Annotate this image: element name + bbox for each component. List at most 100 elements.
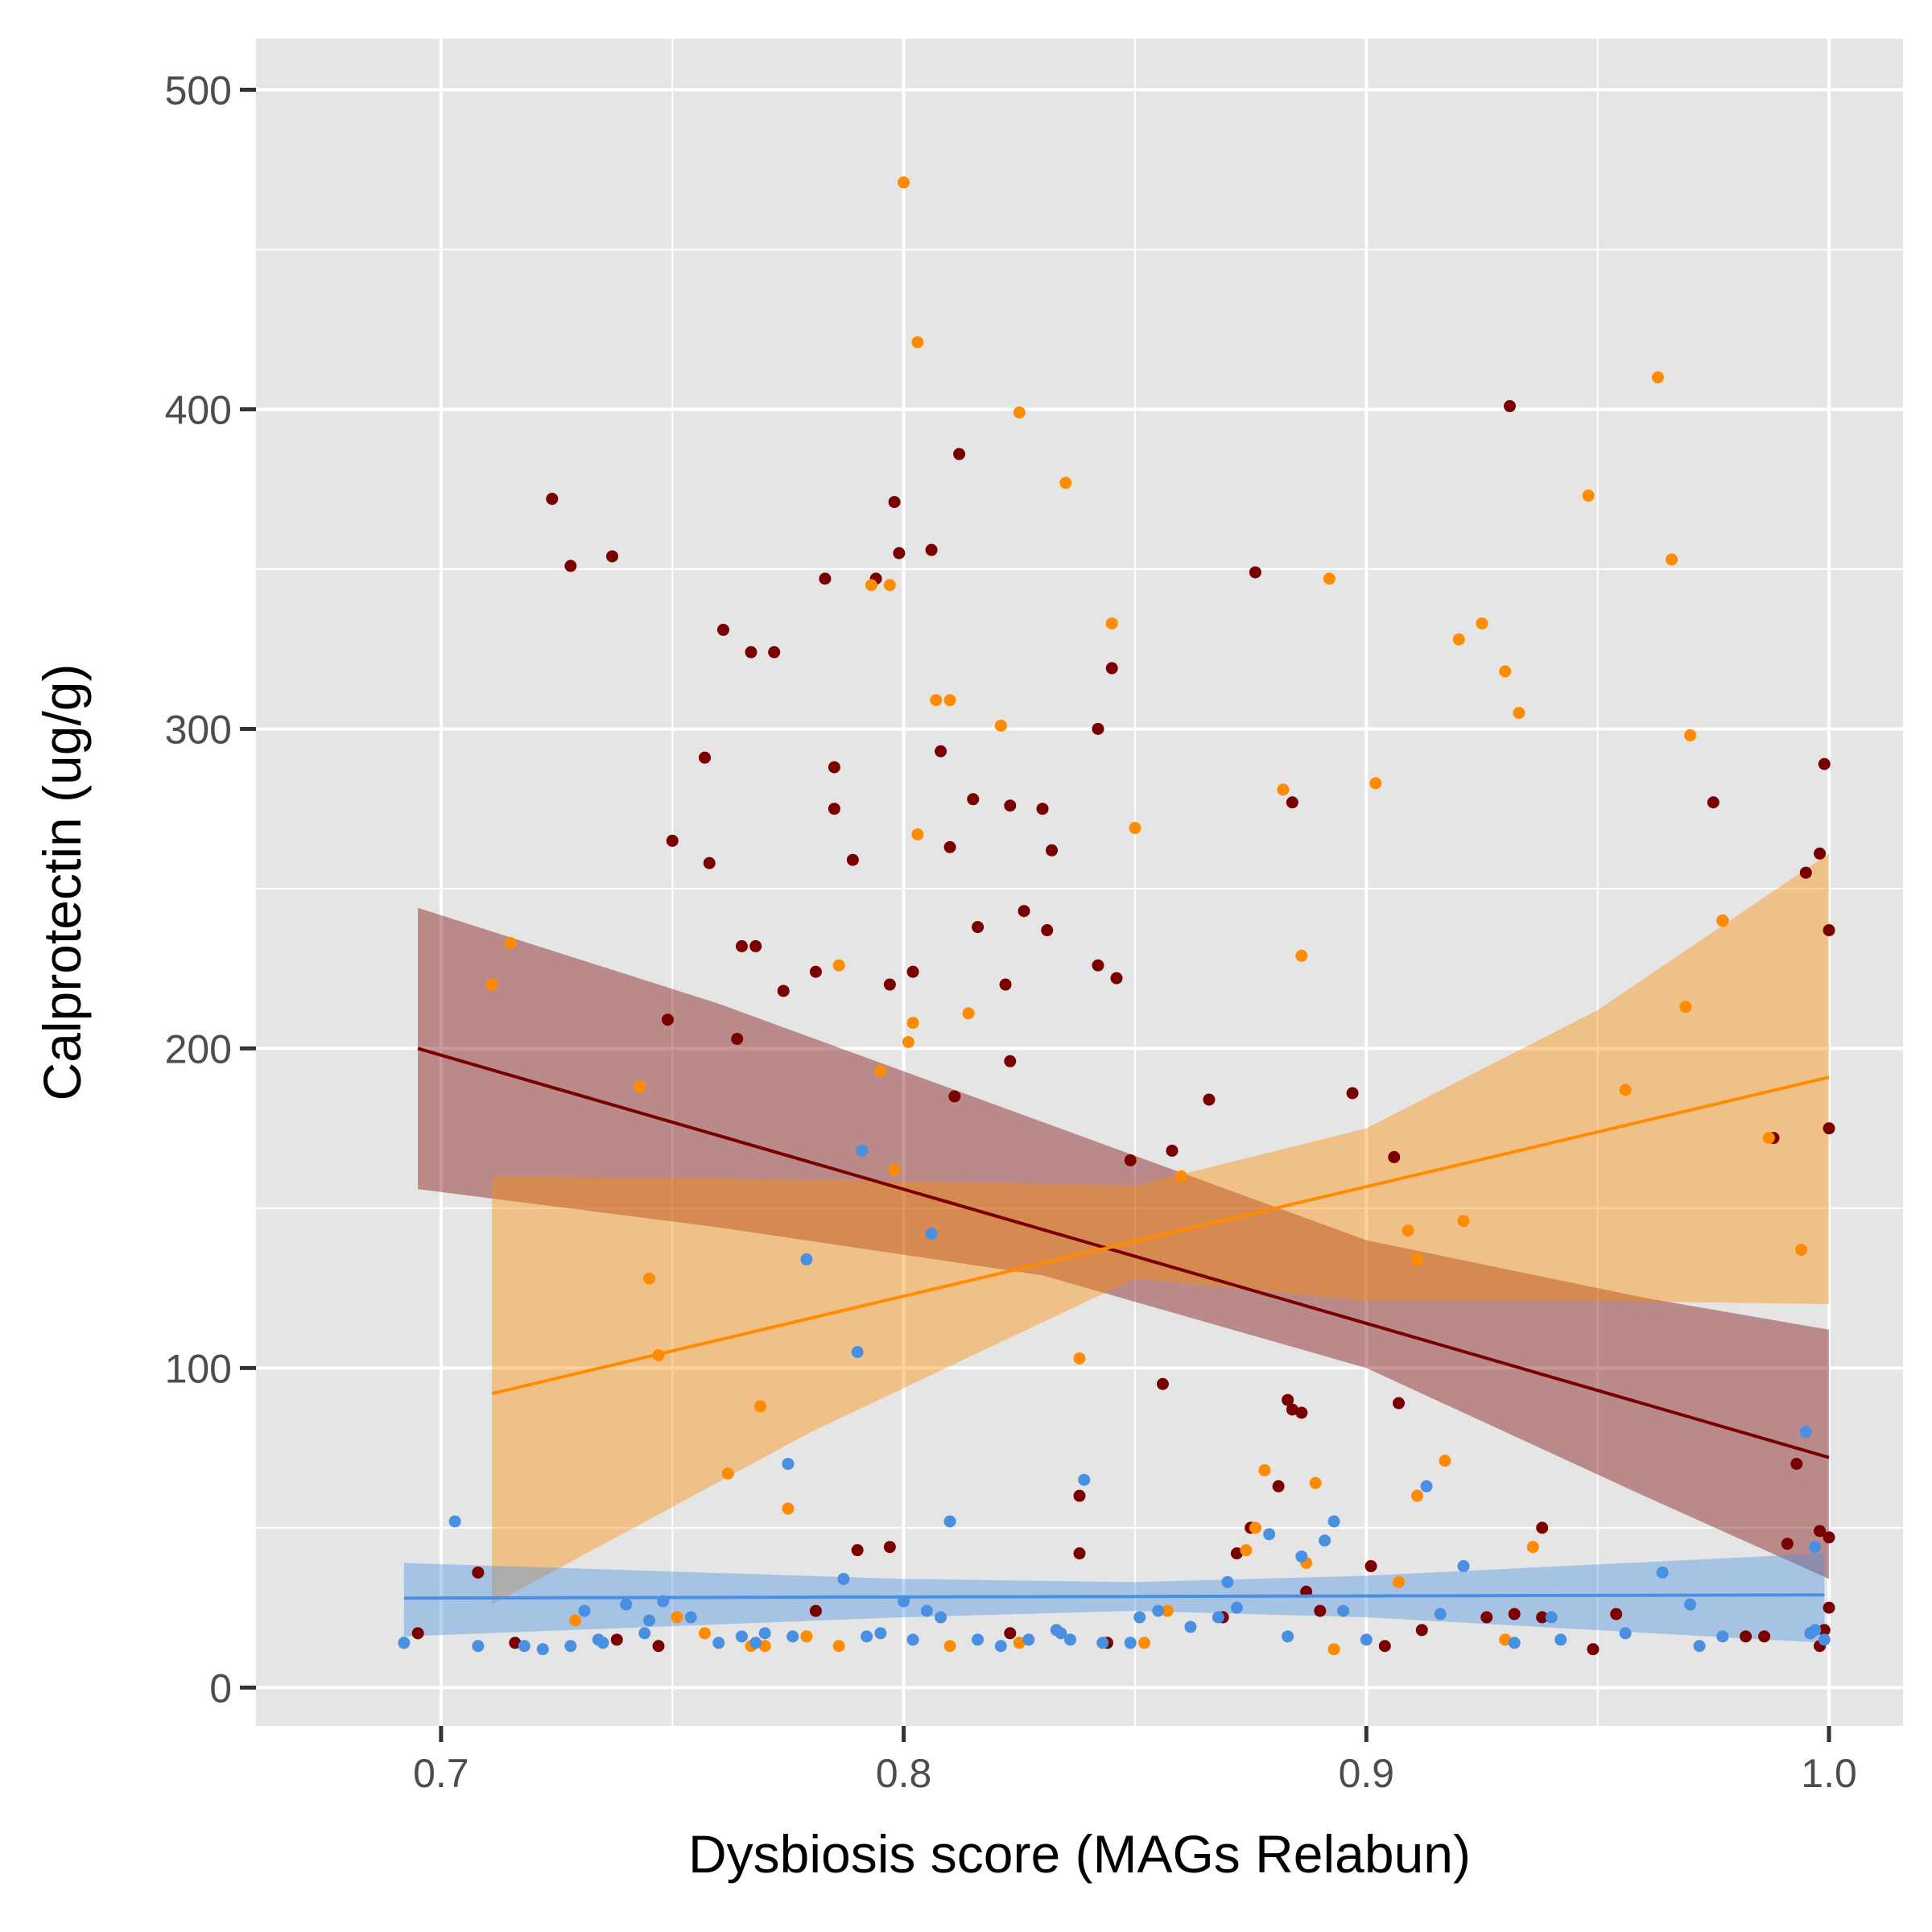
data-point xyxy=(703,857,716,869)
data-point xyxy=(953,448,966,460)
data-point xyxy=(1059,477,1072,489)
data-point xyxy=(1369,777,1382,790)
data-point xyxy=(1110,972,1123,985)
data-point xyxy=(1004,799,1017,812)
data-point xyxy=(999,978,1012,991)
data-point xyxy=(1823,924,1835,937)
data-point xyxy=(1799,866,1812,879)
data-point xyxy=(1327,1515,1340,1528)
data-point xyxy=(1360,1633,1373,1646)
data-point xyxy=(1263,1528,1276,1541)
data-point xyxy=(735,939,748,952)
data-point xyxy=(1457,1560,1470,1573)
data-point xyxy=(1508,1637,1521,1649)
data-point xyxy=(1295,949,1308,962)
data-point xyxy=(1282,1630,1294,1643)
data-point xyxy=(809,1604,822,1617)
data-point xyxy=(1337,1604,1350,1617)
data-point xyxy=(920,1604,933,1617)
regression-lines xyxy=(403,1046,1830,1600)
data-point xyxy=(606,550,619,563)
data-point xyxy=(578,1604,591,1617)
data-point xyxy=(1809,1624,1822,1637)
data-point xyxy=(1295,1406,1308,1419)
data-point xyxy=(800,1253,813,1265)
data-point xyxy=(883,579,896,592)
data-point xyxy=(962,1007,975,1020)
data-point xyxy=(1166,1144,1179,1157)
data-point xyxy=(398,1637,411,1649)
data-point xyxy=(1814,847,1827,860)
confidence-band xyxy=(492,853,1830,1605)
data-point xyxy=(731,1033,744,1046)
data-point xyxy=(504,936,517,949)
data-point xyxy=(883,1541,896,1554)
data-point xyxy=(1536,1521,1549,1534)
regression-line xyxy=(417,1046,1830,1459)
data-point xyxy=(1282,1393,1294,1406)
data-point xyxy=(1619,1084,1632,1096)
data-point xyxy=(1610,1608,1623,1620)
data-point xyxy=(948,1090,961,1103)
data-point xyxy=(1249,566,1261,579)
data-point xyxy=(643,1614,656,1627)
data-point xyxy=(735,1630,748,1643)
data-point xyxy=(1679,1001,1692,1013)
data-point xyxy=(888,1163,901,1176)
data-point xyxy=(943,694,956,707)
data-point xyxy=(846,853,859,866)
data-point xyxy=(1124,1637,1137,1649)
data-point xyxy=(1364,1560,1377,1573)
data-point xyxy=(1314,1604,1327,1617)
x-axis: 0.7 0.8 0.9 1.0 xyxy=(413,1726,1857,1796)
data-point xyxy=(1758,1630,1771,1643)
data-point xyxy=(925,543,938,556)
data-point xyxy=(925,1228,938,1241)
x-tick-label: 0.9 xyxy=(1339,1751,1395,1796)
data-point xyxy=(1013,406,1026,419)
data-point xyxy=(1508,1608,1521,1620)
major-gridlines xyxy=(256,39,1903,1726)
data-point xyxy=(1378,1640,1391,1653)
data-point xyxy=(911,336,924,349)
data-point xyxy=(865,579,877,592)
data-point xyxy=(1133,1611,1146,1624)
data-point xyxy=(569,1614,582,1627)
data-point xyxy=(509,1637,522,1649)
data-point xyxy=(809,965,822,978)
data-point xyxy=(1781,1538,1794,1550)
data-point xyxy=(698,1627,711,1640)
data-point xyxy=(1174,1170,1187,1183)
data-point xyxy=(610,1633,623,1646)
data-point xyxy=(1480,1611,1493,1624)
data-point xyxy=(1823,1122,1835,1135)
data-point xyxy=(1258,1463,1271,1476)
data-point xyxy=(1388,1150,1401,1163)
data-point xyxy=(1319,1534,1331,1547)
data-point xyxy=(1277,783,1290,796)
data-point xyxy=(1452,633,1465,646)
data-point xyxy=(943,1640,956,1653)
data-point xyxy=(782,1502,795,1515)
data-point xyxy=(749,939,762,952)
data-point xyxy=(837,1572,850,1585)
data-point xyxy=(753,1400,766,1413)
x-tick-label: 1.0 xyxy=(1801,1751,1857,1796)
y-tick-label: 0 xyxy=(209,1666,232,1711)
data-point xyxy=(972,1633,985,1646)
plot-panel xyxy=(256,39,1903,1726)
y-tick-label: 300 xyxy=(165,707,232,752)
data-point xyxy=(893,547,906,559)
data-point xyxy=(643,1272,656,1285)
data-point xyxy=(1411,1489,1424,1502)
data-point xyxy=(1439,1455,1451,1468)
y-axis-title: Calprotectin (ug/g) xyxy=(32,664,92,1101)
data-point xyxy=(1096,1637,1109,1649)
data-point xyxy=(1249,1521,1261,1534)
data-point xyxy=(930,694,943,707)
data-point xyxy=(518,1640,530,1653)
data-point xyxy=(1073,1489,1086,1502)
data-point xyxy=(1656,1566,1669,1579)
data-point xyxy=(1272,1480,1285,1492)
data-point xyxy=(898,176,910,189)
